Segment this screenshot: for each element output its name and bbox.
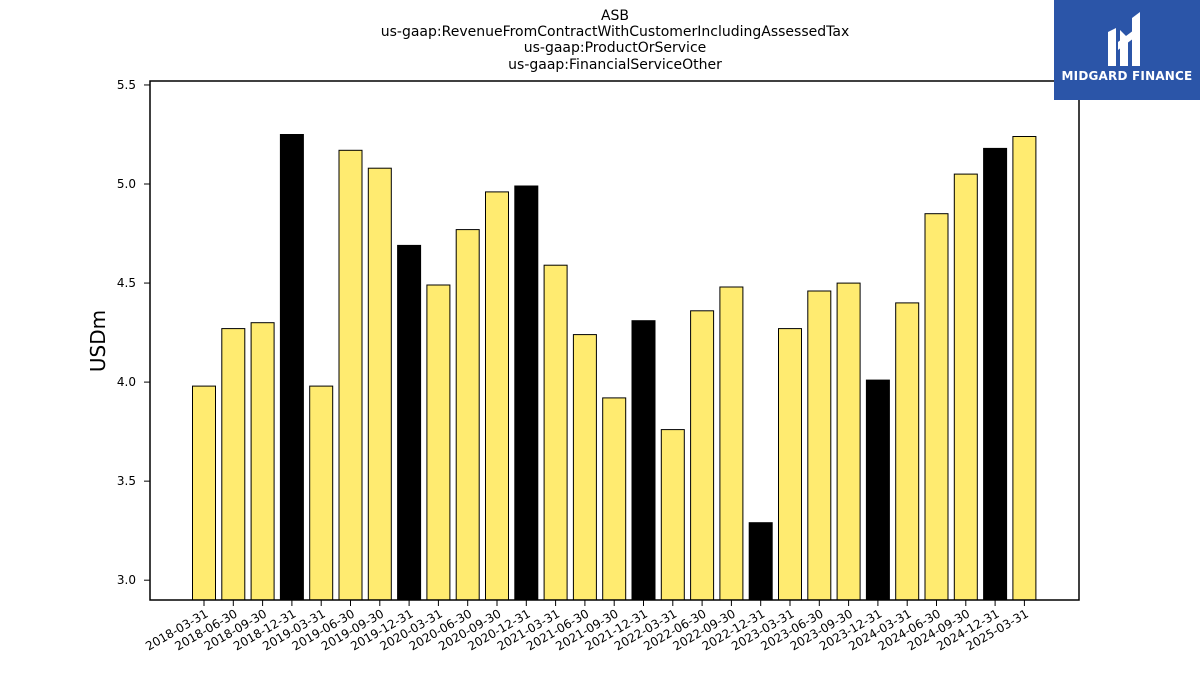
bar-2020-03-31: [426, 284, 451, 601]
y-axis: 3.0 3.5 4.0 4.5 5.0 5.5: [117, 78, 150, 587]
title-line-1: ASB: [601, 8, 629, 24]
bar-2023-12-31: [865, 379, 890, 601]
bar-2018-03-31: [192, 385, 216, 601]
logo-text: MIDGARD FINANCE: [1061, 69, 1193, 83]
bar-2023-03-31: [778, 328, 802, 601]
bar-2020-12-31: [514, 185, 539, 601]
bar-2021-12-31: [631, 320, 656, 601]
bar-2020-06-30: [455, 229, 480, 601]
title-line-2: us-gaap:RevenueFromContractWithCustomerI…: [381, 24, 850, 40]
bar-2019-09-30: [367, 167, 392, 601]
bar-2024-03-31: [895, 302, 920, 601]
bar-2023-06-30: [807, 290, 832, 601]
bar-2022-06-30: [690, 310, 715, 601]
midgard-finance-logo: MIDGARD FINANCE: [1054, 0, 1200, 100]
x-axis: 2018-03-312018-06-302018-09-302018-12-31…: [143, 600, 1031, 653]
bar-2021-03-31: [543, 264, 568, 601]
bars-group: [192, 134, 1037, 601]
bar-2022-09-30: [719, 286, 744, 601]
bar-2025-03-31: [1012, 136, 1037, 601]
y-tick-label: 4.0: [117, 375, 136, 389]
bar-2021-09-30: [602, 397, 627, 601]
bar-2024-09-30: [953, 173, 978, 601]
plot-frame: [149, 80, 1080, 601]
midgard-logo-icon: [1108, 12, 1140, 66]
bar-2018-12-31: [279, 134, 304, 601]
y-tick-label: 3.5: [117, 474, 136, 488]
y-tick-label: 3.0: [117, 573, 136, 587]
y-tick-label: 5.5: [117, 78, 136, 92]
y-tick-label: 5.0: [117, 177, 136, 191]
bar-2020-09-30: [485, 191, 509, 601]
bar-2024-06-30: [924, 213, 949, 601]
title-line-4: us-gaap:FinancialServiceOther: [508, 57, 722, 73]
bar-2019-03-31: [309, 385, 334, 601]
bar-2018-06-30: [221, 328, 246, 601]
bar-2024-12-31: [983, 147, 1008, 601]
bar-2019-12-31: [397, 244, 422, 601]
y-tick-label: 4.5: [117, 276, 136, 290]
bar-2021-06-30: [572, 334, 597, 601]
chart-title: ASB us-gaap:RevenueFromContractWithCusto…: [381, 8, 850, 73]
bar-2019-06-30: [338, 149, 363, 601]
bar-2023-09-30: [836, 282, 861, 601]
bar-2022-03-31: [660, 429, 685, 601]
title-line-3: us-gaap:ProductOrService: [524, 40, 707, 56]
bar-2022-12-31: [748, 522, 773, 601]
bar-2018-09-30: [250, 322, 275, 601]
y-axis-label: USDm: [86, 310, 110, 372]
